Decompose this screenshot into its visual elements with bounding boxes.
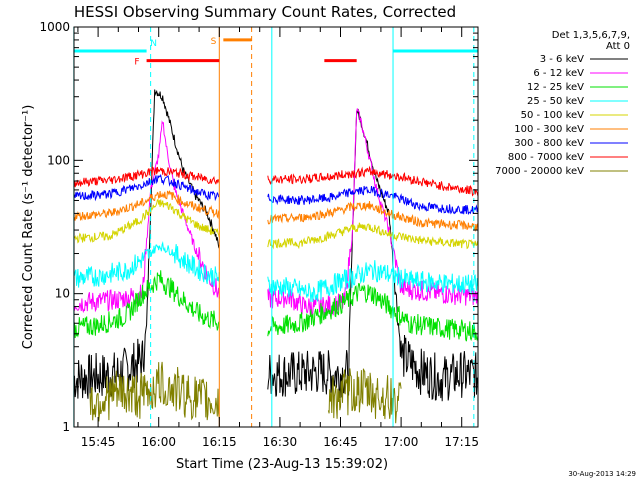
x-tick-label: 16:00 (141, 435, 176, 449)
plot-frame (73, 26, 479, 428)
legend-label-3-6-kev: 3 - 6 keV (540, 54, 584, 65)
series-line-100-300-kev-2 (267, 201, 479, 232)
legend-label-7000-20000-kev: 7000 - 20000 keV (495, 166, 584, 177)
y-axis-label: Corrected Count Rate (s⁻¹ detector⁻¹) (21, 105, 36, 350)
x-tick-label: 16:15 (202, 435, 237, 449)
series-line-7000-20000-kev-1 (89, 361, 220, 422)
series-line-3-6-kev-2 (267, 108, 479, 402)
series-line-300-800-kev-1 (73, 173, 220, 202)
series-3-6-kev (73, 89, 479, 402)
x-tick-label: 17:15 (444, 435, 479, 449)
series-300-800-kev (73, 173, 479, 215)
legend-header: Att 0 (606, 41, 630, 52)
series-line-100-300-kev-1 (73, 190, 220, 221)
x-tick-label: 16:30 (263, 435, 298, 449)
y-tick-label: 10 (55, 287, 70, 301)
legend-label-800-7000-kev: 800 - 7000 keV (508, 152, 584, 163)
legend-label-12-25-kev: 12 - 25 keV (527, 82, 584, 93)
legend-label-25-50-kev: 25 - 50 keV (527, 96, 584, 107)
chart-title: HESSI Observing Summary Count Rates, Cor… (74, 3, 456, 21)
y-tick-label: 1 (62, 420, 70, 434)
x-axis: 15:45 16:00 16:15 16:30 16:45 17:00 17:15 (77, 27, 479, 449)
legend-header: Det 1,3,5,6,7,9, (552, 30, 630, 41)
series-7000-20000-kev (89, 361, 402, 424)
legend: Det 1,3,5,6,7,9,Att 0 3 - 6 keV 6 - 12 keV… (495, 30, 630, 177)
series-25-50-kev (73, 241, 479, 303)
flag-label-s: S (211, 37, 217, 47)
series-line-25-50-kev-1 (73, 241, 220, 288)
series-line-800-7000-kev-1 (73, 165, 220, 188)
series-12-25-kev (73, 270, 479, 342)
legend-label-50-100-kev: 50 - 100 keV (521, 110, 585, 121)
series-line-50-100-kev-2 (267, 222, 479, 250)
series-800-7000-kev (73, 165, 479, 197)
x-tick-label: 15:45 (81, 435, 116, 449)
flag-label-n: N (150, 39, 157, 49)
series-50-100-kev (73, 199, 479, 250)
series-layer (73, 89, 479, 424)
series-line-800-7000-kev-2 (267, 165, 479, 197)
legend-label-6-12-kev: 6 - 12 keV (533, 68, 584, 79)
series-line-6-12-kev-1 (73, 120, 220, 314)
y-axis: 1 10 100 1000 (39, 20, 478, 434)
series-100-300-kev (73, 190, 479, 232)
y-tick-label: 1000 (39, 20, 70, 34)
legend-label-300-800-kev: 300 - 800 keV (514, 138, 584, 149)
y-tick-label: 100 (47, 153, 70, 167)
series-line-12-25-kev-2 (267, 282, 479, 342)
series-line-7000-20000-kev-2 (327, 368, 402, 424)
series-line-25-50-kev-2 (267, 260, 479, 303)
x-axis-label: Start Time (23-Aug-13 15:39:02) (176, 457, 388, 472)
x-tick-label: 17:00 (384, 435, 419, 449)
series-line-12-25-kev-1 (73, 270, 220, 339)
legend-label-100-300-kev: 100 - 300 keV (514, 124, 584, 135)
footer-timestamp: 30-Aug-2013 14:29 (568, 470, 636, 478)
series-line-3-6-kev-1 (73, 89, 220, 399)
series-line-300-800-kev-2 (267, 185, 479, 215)
x-tick-label: 16:45 (323, 435, 358, 449)
series-line-50-100-kev-1 (73, 199, 220, 244)
flag-label-f: F (134, 58, 139, 68)
